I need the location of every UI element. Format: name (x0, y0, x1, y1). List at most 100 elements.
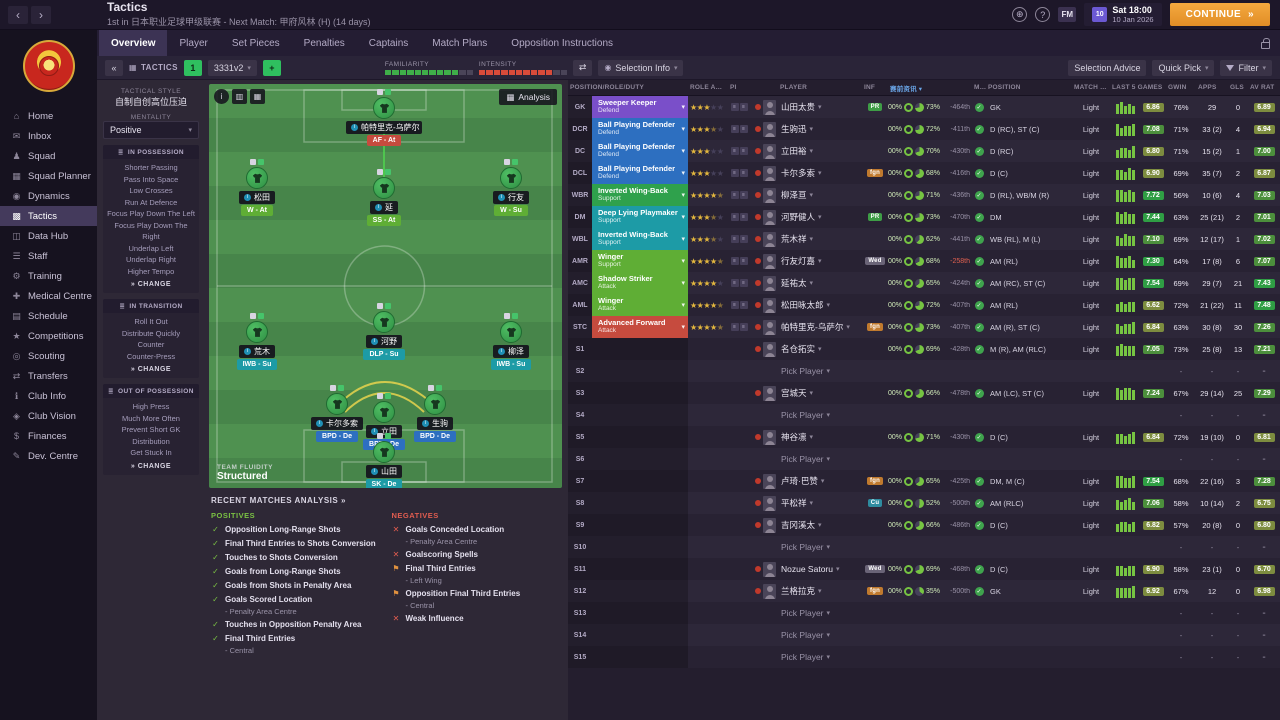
column-header-ability[interactable]: ROLE ABILITY (690, 84, 728, 91)
tab-set-pieces[interactable]: Set Pieces (231, 37, 280, 49)
column-header-info[interactable]: 赛前资讯 ▾ (890, 85, 923, 93)
analysis-item[interactable]: ✕ Goals Conceded Location (392, 525, 561, 535)
player-select[interactable]: 荒木祥 ▾ (778, 233, 862, 245)
role-dropdown[interactable]: Inverted Wing-Back Support ▾ (592, 228, 688, 250)
analysis-item[interactable]: ✓ Opposition Long-Range Shots (211, 525, 380, 535)
column-header-m[interactable]: M... (974, 84, 986, 91)
formation-dropdown[interactable]: 3331v2 ▾ (207, 59, 257, 76)
analysis-item[interactable]: ✓ Goals from Long-Range Shots (211, 567, 380, 577)
player-select[interactable]: Pick Player ▾ (778, 608, 862, 618)
role-dropdown[interactable]: Deep Lying Playmaker Support ▾ (592, 206, 688, 228)
role-dropdown[interactable]: Advanced Forward Attack ▾ (592, 316, 688, 338)
selection-info-dropdown[interactable]: ◉ Selection Info ▾ (598, 59, 684, 76)
pitch-player-item[interactable]: i 荒木 IWB - Su (224, 313, 290, 370)
player-select[interactable]: 卡尔多索 ▾ (778, 167, 862, 179)
role-dropdown[interactable]: Shadow Striker Attack ▾ (592, 272, 688, 294)
player-select[interactable]: 宫城天 ▾ (778, 387, 862, 399)
player-select[interactable]: 柳泽亘 ▾ (778, 189, 862, 201)
analysis-item[interactable]: ✓ Final Third Entries to Shots Conversion (211, 539, 380, 549)
table-row-wbl[interactable]: WBL Inverted Wing-Back Support ▾ ★★★★★ ≡ ≡ 荒木祥 ▾… (568, 228, 1280, 250)
analysis-item[interactable]: ✓ Goals from Shots in Penalty Area (211, 581, 380, 591)
table-row-wbr[interactable]: WBR Inverted Wing-Back Support ▾ ★★★★★ ≡ ≡ 柳泽亘 ▾… (568, 184, 1280, 206)
role-dropdown[interactable]: Sweeper Keeper Defend ▾ (592, 96, 688, 118)
sidebar-item-squad[interactable]: ♟ Squad (0, 146, 97, 166)
player-token[interactable] (373, 441, 395, 463)
table-row-s14[interactable]: S14 Pick Player ▾ - - - - (568, 624, 1280, 646)
player-token[interactable] (246, 321, 268, 343)
sidebar-item-data-hub[interactable]: ◫ Data Hub (0, 226, 97, 246)
column-header-avrat[interactable]: AV RAT (1250, 84, 1275, 91)
table-row-s5[interactable]: S5 神谷凛▾ 100% 71% -430th ✓ D (C) Light 6.84 72% 19 … (568, 426, 1280, 448)
back-button[interactable]: ‹ (8, 5, 28, 24)
collapse-panel-button[interactable]: « (105, 59, 123, 76)
analysis-toggle[interactable]: ▦ Analysis (499, 89, 557, 105)
lock-button[interactable] (1250, 30, 1280, 56)
table-row-dcl[interactable]: DCL Ball Playing Defender Defend ▾ ★★★★★ ≡ ≡ 卡尔… (568, 162, 1280, 184)
sidebar-item-training[interactable]: ⚙ Training (0, 266, 97, 286)
sidebar-item-staff[interactable]: ☰ Staff (0, 246, 97, 266)
column-header-posrole[interactable]: POSITION/ROLE/DUTY (570, 84, 645, 91)
selection-advice-button[interactable]: Selection Advice (1068, 59, 1147, 76)
analysis-item[interactable]: ⚑ Final Third Entries (392, 564, 561, 574)
pitch-player-item[interactable]: i 河野 DLP - Su (351, 303, 417, 360)
column-header-inf[interactable]: INF (864, 84, 876, 91)
player-token[interactable] (500, 321, 522, 343)
quick-pick-dropdown[interactable]: Quick Pick ▾ (1152, 59, 1215, 76)
player-select[interactable]: 延祐太 ▾ (778, 277, 862, 289)
column-header-position[interactable]: POSITION (988, 84, 1021, 91)
pitch-player-item[interactable]: i 帕特里克-乌萨尔 AF - At (346, 89, 422, 146)
column-header-last5[interactable]: LAST 5 GAMES (1112, 84, 1163, 91)
analysis-item[interactable]: ✓ Final Third Entries (211, 634, 380, 644)
analysis-item[interactable]: ✓ Touches in Opposition Penalty Area (211, 620, 380, 630)
table-row-s12[interactable]: S12 兰格拉克▾ fgn 100% 35% -500th ✓ GK Light 6.92 67% 1… (568, 580, 1280, 602)
table-row-s4[interactable]: S4 Pick Player ▾ - - - - (568, 404, 1280, 426)
table-row-s6[interactable]: S6 Pick Player ▾ - - - - (568, 448, 1280, 470)
pitch-player-item[interactable]: i 松田 W - At (224, 159, 290, 216)
player-select[interactable]: Nozue Satoru ▾ (778, 564, 862, 574)
pitch-player-item[interactable]: i 延 SS - At (351, 169, 417, 226)
role-dropdown[interactable]: Winger Attack ▾ (592, 294, 688, 316)
forward-button[interactable]: › (31, 5, 51, 24)
table-row-aml[interactable]: AMLWingerAttack▾★★★★★≡≡松田咏太郎▾100%72%-407… (568, 294, 1280, 316)
sidebar-item-medical-centre[interactable]: ✚ Medical Centre (0, 286, 97, 306)
column-header-player[interactable]: PLAYER (780, 84, 807, 91)
table-row-amr[interactable]: AMRWingerSupport▾★★★★★≡≡行友灯嘉▾Wed100%68%-… (568, 250, 1280, 272)
table-row-s13[interactable]: S13 Pick Player ▾ - - - - (568, 602, 1280, 624)
role-dropdown[interactable]: Ball Playing Defender Defend ▾ (592, 118, 688, 140)
table-row-stc[interactable]: STC Advanced Forward Attack ▾ ★★★★★ ≡ ≡ 帕特里克-乌萨… (568, 316, 1280, 338)
column-header-load[interactable]: MATCH LOAD (1074, 84, 1110, 91)
info-view-button[interactable]: i (214, 89, 229, 104)
player-select[interactable]: 帕特里克-乌萨尔 ▾ (778, 321, 862, 333)
player-select[interactable]: Pick Player ▾ (778, 652, 862, 662)
player-token[interactable] (500, 167, 522, 189)
sidebar-item-home[interactable]: ⌂ Home (0, 106, 97, 126)
filter-dropdown[interactable]: Filter ▾ (1220, 59, 1272, 76)
tab-match-plans[interactable]: Match Plans (432, 37, 488, 49)
pitch-player-item[interactable]: i 行友 W - Su (478, 159, 544, 216)
sidebar-item-club-vision[interactable]: ◈ Club Vision (0, 406, 97, 426)
analysis-item[interactable]: ✕ Goalscoring Spells (392, 550, 561, 560)
add-tactic-button[interactable]: + (262, 59, 281, 76)
table-row-s9[interactable]: S9 吉冈溪太▾ 100% 66% -486th ✓ D (C) Light 6.82 57% 20… (568, 514, 1280, 536)
sidebar-item-transfers[interactable]: ⇄ Transfers (0, 366, 97, 386)
player-select[interactable]: Pick Player ▾ (778, 542, 862, 552)
change-link[interactable]: » CHANGE (130, 462, 172, 470)
column-header-apps[interactable]: APPS (1198, 84, 1217, 91)
table-row-s3[interactable]: S3 宫城天▾ 100% 66% -478th ✓ AM (LC), ST (C) Light… (568, 382, 1280, 404)
game-date[interactable]: 10 Sat 18:00 10 Jan 2026 (1084, 3, 1162, 26)
world-icon[interactable]: ⊕ (1012, 7, 1028, 22)
player-select[interactable]: Pick Player ▾ (778, 454, 862, 464)
player-select[interactable]: 松田咏太郎 ▾ (778, 299, 862, 311)
player-select[interactable]: 吉冈溪太 ▾ (778, 519, 862, 531)
player-select[interactable]: Pick Player ▾ (778, 366, 862, 376)
player-select[interactable]: 卢琦·巴赞 ▾ (778, 475, 862, 487)
table-row-s2[interactable]: S2 Pick Player ▾ - - - - (568, 360, 1280, 382)
sidebar-item-inbox[interactable]: ✉ Inbox (0, 126, 97, 146)
table-row-s1[interactable]: S1 名仓拓实▾ 100% 69% -428th ✓ M (R), AM (RLC) Ligh… (568, 338, 1280, 360)
sidebar-item-finances[interactable]: $ Finances (0, 426, 97, 446)
pitch-player-item[interactable]: i 山田 SK - De (351, 433, 417, 488)
role-dropdown[interactable]: Ball Playing Defender Defend ▾ (592, 140, 688, 162)
table-row-s8[interactable]: S8 平松祥▾ Cu 100% 52% -500th ✓ AM (RLC) Light 7.06 5… (568, 492, 1280, 514)
